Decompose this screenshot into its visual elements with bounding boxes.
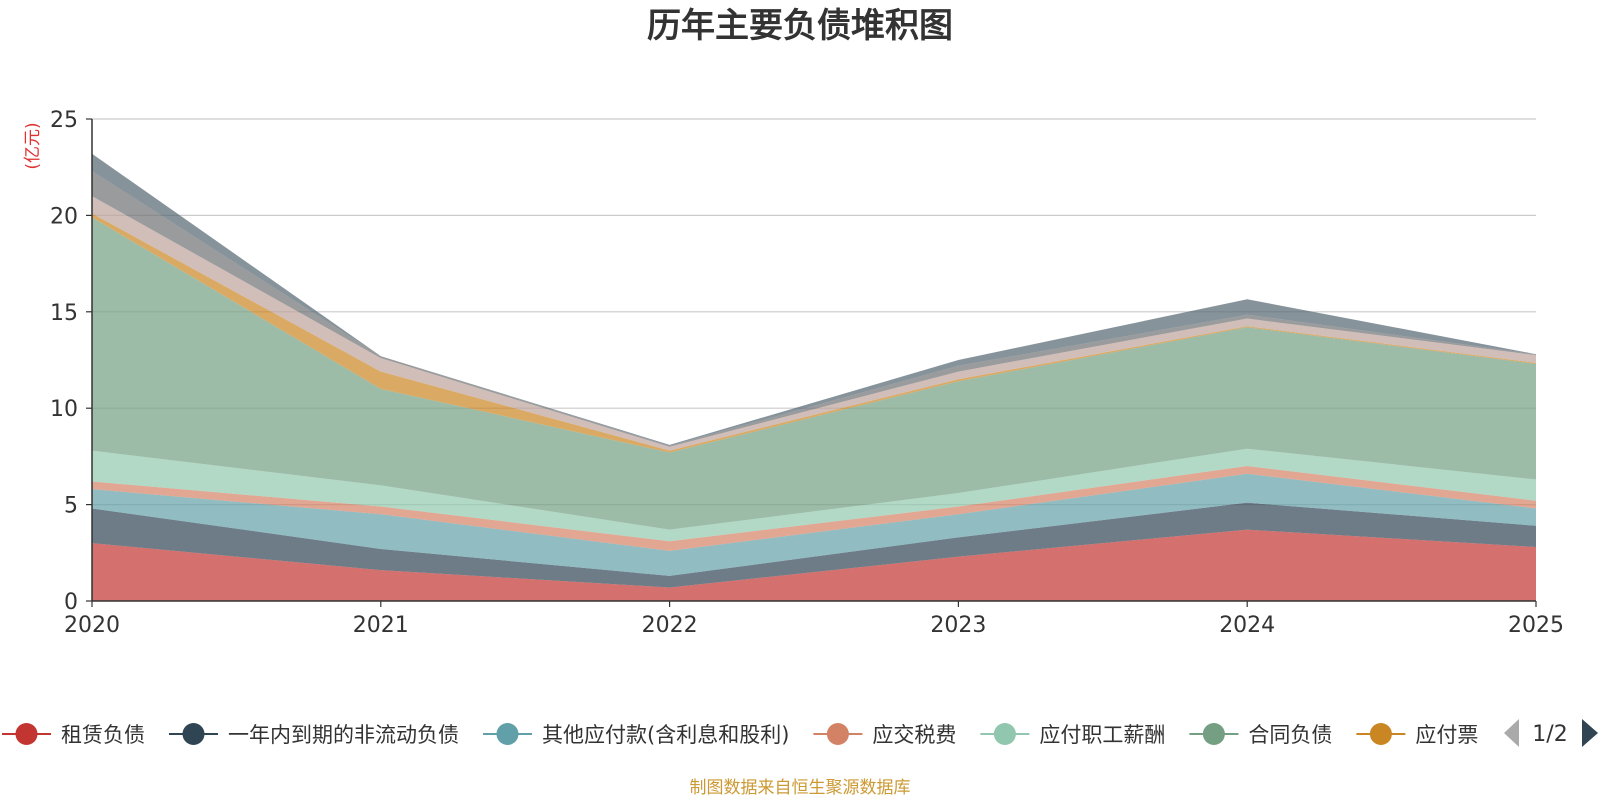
legend-label: 租赁负债	[61, 723, 145, 747]
legend-item-6[interactable]: 应付票据	[1356, 723, 1499, 747]
legend-label: 一年内到期的非流动负债	[228, 723, 459, 747]
y-tick-label: 15	[50, 301, 78, 326]
legend-marker-icon	[993, 723, 1016, 745]
legend-marker-icon	[826, 723, 849, 745]
y-tick-label: 20	[50, 204, 78, 229]
legend-label: 应付职工薪酬	[1039, 723, 1165, 747]
axes	[91, 119, 1536, 602]
area-series-3	[92, 466, 1536, 551]
area-series-5	[92, 217, 1536, 530]
legend-marker-icon	[496, 723, 519, 745]
legend-next-page-icon[interactable]	[1582, 719, 1598, 747]
legend: 租赁负债 一年内到期的非流动负债 其他应付款(含利息和股利) 应交税费 应付职工薪酬 合同…	[2, 723, 1499, 747]
legend-label: 应付票据	[1415, 723, 1499, 747]
source-note: 制图数据来自恒生聚源数据库	[689, 778, 911, 798]
area-series-0	[92, 529, 1536, 601]
legend-item-1[interactable]: 一年内到期的非流动负债	[169, 723, 459, 747]
legend-items: 租赁负债 一年内到期的非流动负债 其他应付款(含利息和股利) 应交税费 应付职工薪酬 合同…	[2, 723, 1499, 747]
x-tick-label: 2022	[642, 613, 698, 638]
legend-marker-icon	[1202, 723, 1225, 745]
x-tick-label: 2023	[930, 613, 986, 638]
legend-label: 应交税费	[872, 723, 956, 747]
y-tick-label: 10	[50, 397, 78, 422]
legend-page-indicator: 1/2	[1532, 722, 1567, 747]
area-series-6	[92, 213, 1536, 453]
y-tick-label: 5	[64, 494, 78, 519]
area-series-9	[92, 153, 1536, 446]
legend-prev-page-icon[interactable]	[1504, 719, 1519, 747]
y-tick-label: 0	[64, 590, 78, 615]
x-tick-label: 2021	[353, 613, 409, 638]
legend-item-2[interactable]: 其他应付款(含利息和股利)	[483, 723, 789, 747]
legend-item-3[interactable]: 应交税费	[813, 723, 956, 747]
legend-marker-icon	[182, 723, 205, 745]
legend-item-5[interactable]: 合同负债	[1189, 723, 1332, 747]
legend-marker-icon	[1369, 723, 1392, 745]
x-tick-label: 2020	[64, 613, 120, 638]
legend-label: 合同负债	[1248, 723, 1332, 747]
x-ticks: 2020 2021 2022 2023 2024 2025	[64, 601, 1564, 638]
y-tick-label: 25	[50, 108, 78, 133]
area-series-1	[92, 502, 1536, 588]
x-tick-label: 2024	[1219, 613, 1275, 638]
area-series-2	[92, 473, 1536, 576]
legend-pager: 1/2	[1504, 719, 1598, 747]
y-ticks: 0 5 10 15 20 25	[50, 108, 92, 615]
legend-item-4[interactable]: 应付职工薪酬	[980, 723, 1165, 747]
legend-label: 其他应付款(含利息和股利)	[542, 723, 789, 747]
x-tick-label: 2025	[1508, 613, 1564, 638]
chart-title: 历年主要负债堆积图	[647, 6, 953, 46]
legend-item-0[interactable]: 租赁负债	[2, 723, 145, 747]
area-series-4	[92, 448, 1536, 542]
legend-marker-icon	[15, 723, 38, 745]
area-series-7	[92, 196, 1536, 451]
y-axis-label: (亿元)	[23, 122, 43, 169]
stacked-areas	[92, 153, 1536, 601]
